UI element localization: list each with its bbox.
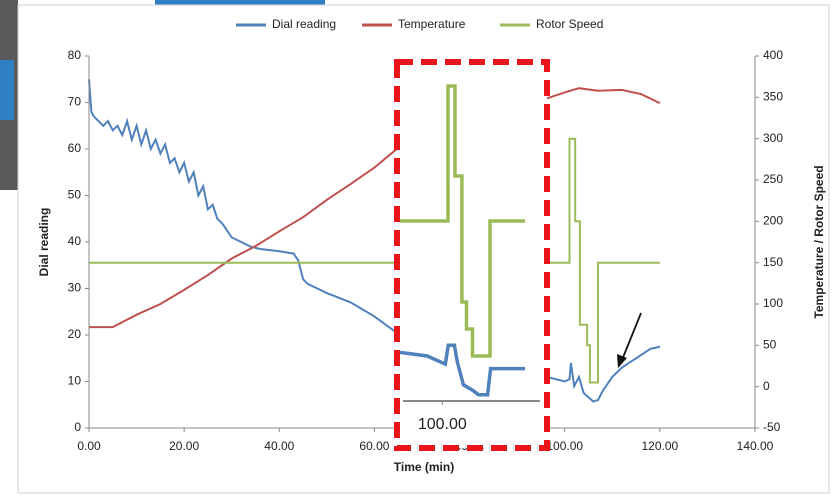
y-tick-label: 0 (74, 420, 81, 434)
series-line (400, 84, 525, 358)
y-tick-label: 20 (68, 327, 82, 341)
series-line (89, 87, 661, 329)
y2-tick-label: 50 (763, 338, 777, 352)
y2-axis-title: Temperature / Rotor Speed (812, 165, 826, 318)
x-axis-title: Time (min) (394, 460, 454, 474)
y2-tick-label: -50 (763, 420, 781, 434)
inset-border (394, 59, 550, 451)
x-tick-label: 120.00 (642, 439, 679, 453)
y-tick-label: 70 (68, 95, 82, 109)
y2-tick-label: 0 (763, 379, 770, 393)
y2-tick-label: 250 (763, 172, 783, 186)
x-tick-label: 40.00 (264, 439, 294, 453)
y-tick-label: 30 (68, 281, 82, 295)
x-tick-label: 140.00 (737, 439, 774, 453)
y2-tick-label: 100 (763, 296, 783, 310)
y-tick-label: 50 (68, 188, 82, 202)
y-tick-label: 10 (68, 374, 82, 388)
y-tick-label: 60 (68, 141, 82, 155)
y2-tick-label: 300 (763, 131, 783, 145)
y2-tick-label: 200 (763, 214, 783, 228)
y-tick-label: 40 (68, 234, 82, 248)
inset-panel (397, 62, 547, 448)
series-line (88, 79, 661, 403)
x-tick-label: 20.00 (169, 439, 199, 453)
series-line (89, 137, 660, 384)
legend-label: Rotor Speed (536, 17, 603, 31)
x-tick-label: 100.00 (546, 439, 583, 453)
y2-tick-label: 350 (763, 90, 783, 104)
y-axis-title: Dial reading (37, 208, 51, 277)
series-line (399, 343, 525, 397)
annotation-arrow-head (617, 354, 627, 368)
y2-tick-label: 400 (763, 48, 783, 62)
inset-x-tick-label: 100.00 (418, 416, 467, 433)
x-tick-label: 0.00 (77, 439, 101, 453)
legend-label: Temperature (398, 17, 466, 31)
x-tick-label: 60.00 (359, 439, 389, 453)
annotation-arrow (621, 312, 642, 361)
legend-label: Dial reading (272, 17, 336, 31)
y-tick-label: 80 (68, 48, 82, 62)
y2-tick-label: 150 (763, 255, 783, 269)
slide-edge-top (155, 0, 325, 5)
slide-edge-accent (0, 60, 14, 120)
